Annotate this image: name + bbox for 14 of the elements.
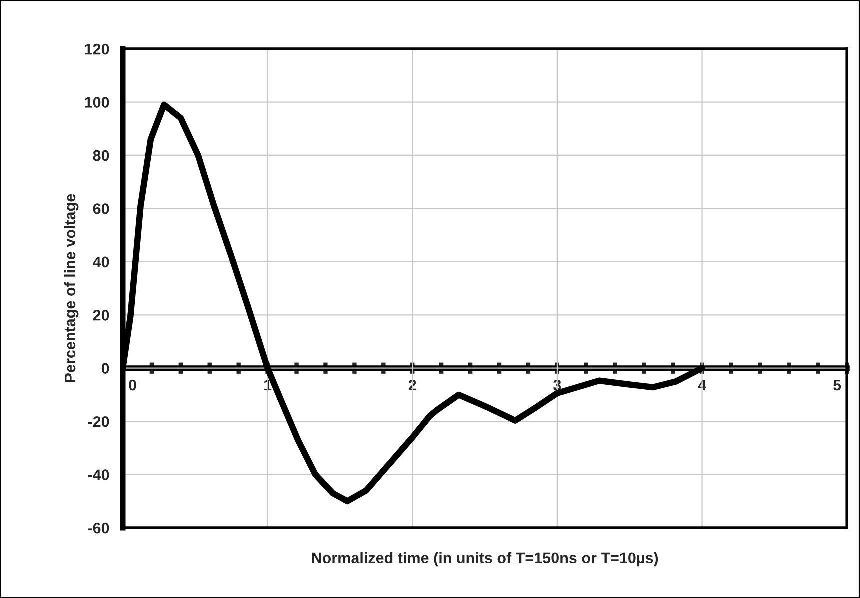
y-tick-label: 0 bbox=[102, 363, 110, 374]
y-tick-label: 80 bbox=[93, 150, 110, 162]
y-tick-label: -40 bbox=[88, 470, 110, 480]
y-tick-label: 100 bbox=[85, 97, 110, 108]
y-tick-label: 60 bbox=[93, 204, 110, 214]
y-tick-label: 20 bbox=[93, 310, 110, 321]
y-tick-label: 120 bbox=[85, 44, 110, 55]
y-tick-label: -20 bbox=[88, 416, 110, 428]
x-tick-label: 0 bbox=[129, 380, 136, 391]
y-tick-label: 40 bbox=[93, 256, 110, 268]
y-axis-title: Percentage of line voltage bbox=[64, 194, 79, 382]
y-tick-label: -60 bbox=[88, 522, 110, 534]
x-axis-title: Normalized time (in units of T=150ns or T=10µs) bbox=[312, 552, 658, 567]
x-tick-label: 5 bbox=[834, 380, 842, 391]
